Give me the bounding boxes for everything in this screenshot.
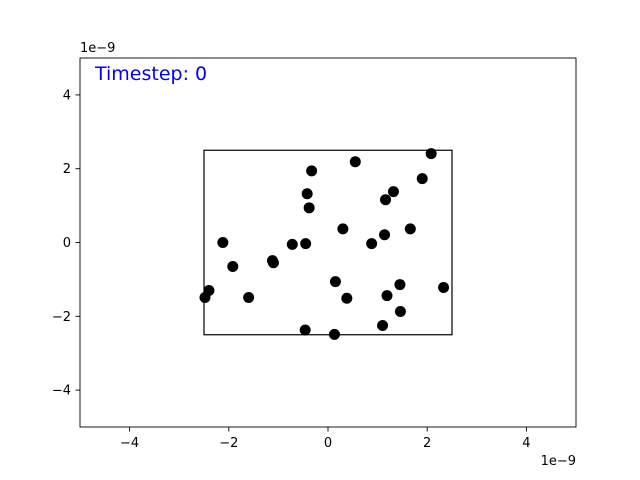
x-tick-label: −4	[120, 436, 139, 451]
y-axis-ticks: −4 −2 0 2 4	[52, 88, 80, 399]
particle-point	[416, 173, 428, 185]
particle-point	[199, 291, 211, 303]
particle-point	[377, 320, 389, 332]
particle-point	[337, 223, 349, 235]
particle-point	[387, 186, 399, 198]
particle-point	[286, 238, 298, 250]
x-axis-ticks: −4 −2 0 2 4	[120, 427, 531, 451]
x-tick-label: 2	[423, 436, 431, 451]
particle-point	[303, 202, 315, 214]
x-tick-label: 0	[324, 436, 332, 451]
particle-point	[394, 306, 406, 318]
particle-point	[328, 328, 340, 340]
y-tick-label: −2	[52, 310, 71, 325]
particle-point	[299, 324, 311, 336]
particle-point	[381, 290, 393, 302]
y-tick-label: −4	[52, 384, 71, 399]
particle-point	[217, 237, 229, 248]
particle-point	[438, 282, 450, 294]
simulation-box	[203, 149, 453, 336]
y-tick-label: 0	[63, 236, 71, 251]
particle-point	[267, 257, 279, 269]
points-layer	[199, 148, 450, 340]
timestep-annotation: Timestep: 0	[94, 63, 207, 85]
particle-point	[425, 148, 437, 160]
particle-point	[379, 229, 391, 241]
particle-point	[306, 165, 318, 177]
particle-point	[341, 292, 353, 304]
x-tick-label: −2	[219, 436, 238, 451]
particle-point	[349, 156, 361, 168]
plot-area	[79, 57, 577, 428]
particle-point	[301, 188, 313, 200]
particle-point	[243, 291, 255, 303]
x-offset-label: 1e−9	[541, 454, 576, 469]
x-tick-label: 4	[522, 436, 530, 451]
particle-point	[227, 260, 239, 272]
particle-point	[366, 238, 378, 250]
particle-point	[394, 279, 406, 291]
y-tick-label: 2	[63, 162, 71, 177]
particle-point	[380, 194, 392, 206]
particle-point	[329, 276, 341, 288]
particle-point	[300, 238, 312, 250]
particle-point	[404, 223, 416, 235]
y-offset-label: 1e−9	[80, 41, 115, 56]
y-tick-label: 4	[63, 88, 71, 103]
